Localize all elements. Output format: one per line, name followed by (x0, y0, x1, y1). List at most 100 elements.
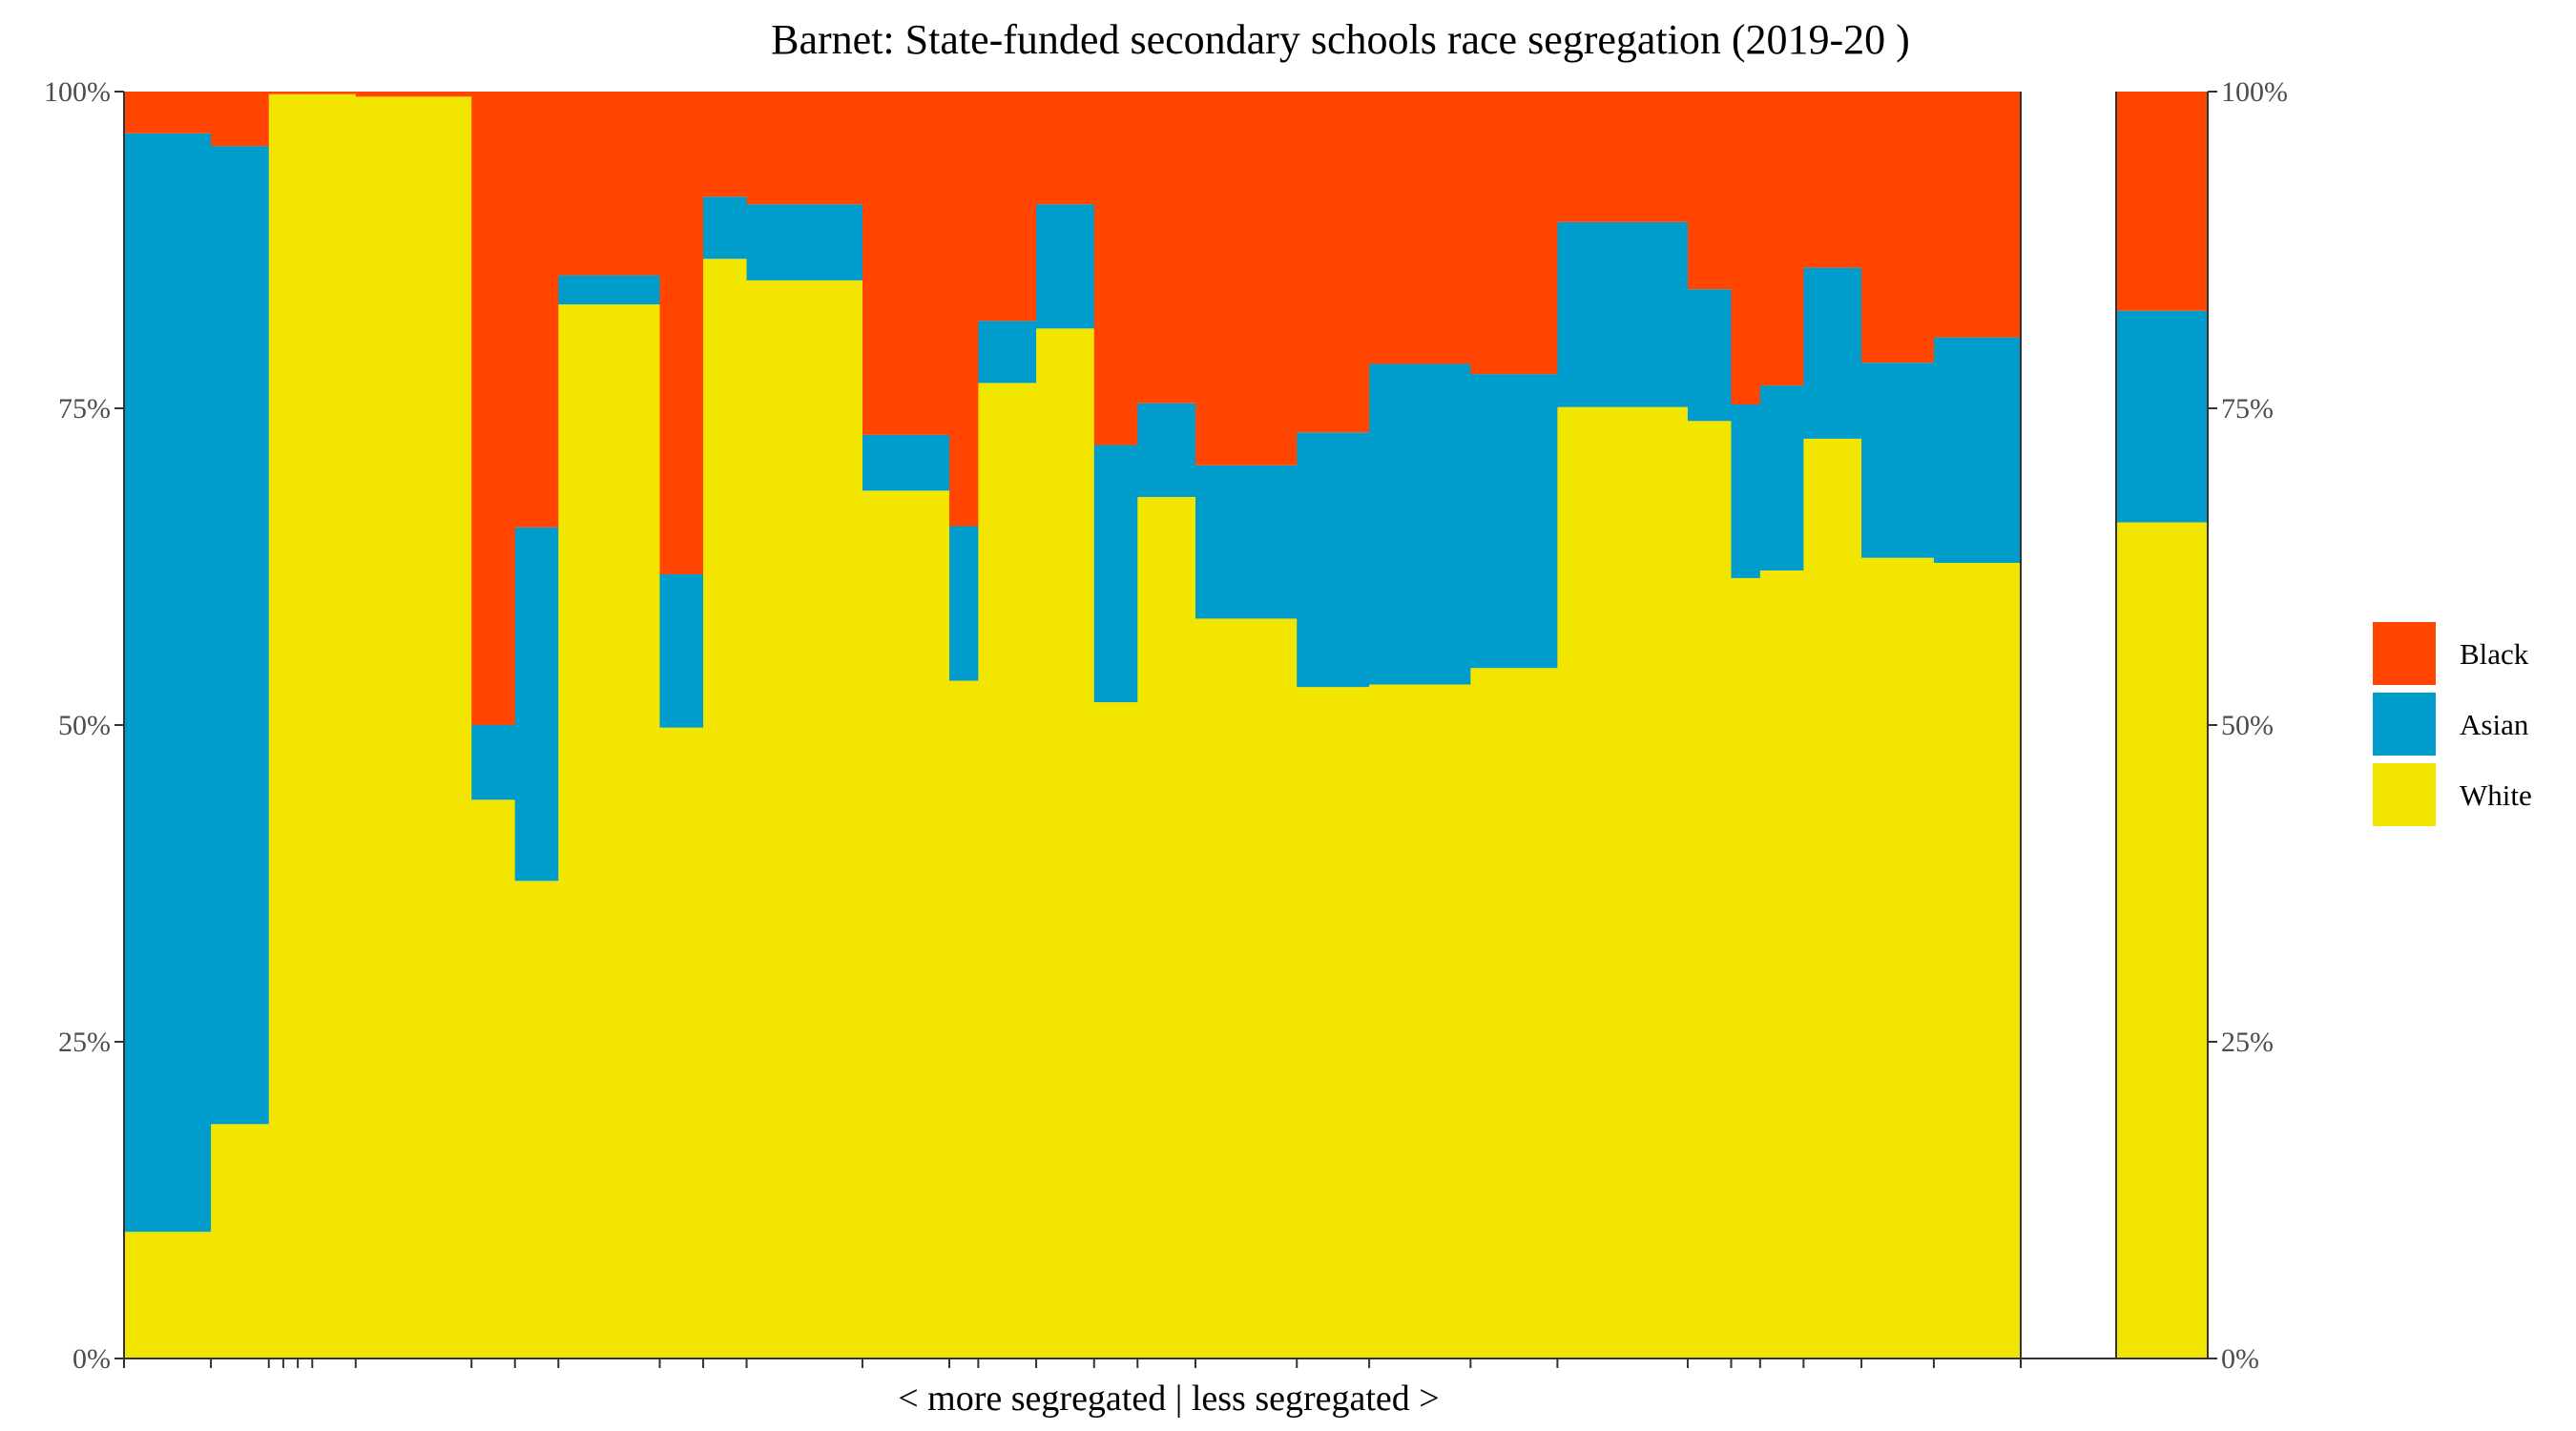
bar-asian-26 (1731, 404, 1761, 578)
bar-white-13 (746, 280, 863, 1358)
bar-white-27 (1759, 570, 1804, 1358)
legend-swatch-asian (2373, 693, 2436, 756)
bar-white-10 (558, 304, 661, 1358)
overall-white (2116, 522, 2208, 1358)
bar-black-28 (1803, 92, 1862, 268)
bar-asian-11 (659, 573, 704, 728)
bar-white-8 (471, 799, 516, 1358)
bar-white-4 (282, 93, 299, 1358)
bar-white-21 (1297, 687, 1370, 1358)
bar-black-12 (703, 92, 748, 197)
y-tick-label-right: 100% (2221, 76, 2288, 108)
bar-asian-9 (514, 527, 559, 881)
chart-title: Barnet: State-funded secondary schools r… (771, 16, 1910, 63)
bar-white-17 (1036, 328, 1095, 1359)
x-axis-label: < more segregated | less segregated > (898, 1379, 1439, 1419)
bar-black-11 (659, 92, 704, 574)
bar-black-26 (1731, 92, 1761, 405)
bar-black-1 (124, 92, 212, 134)
bar-black-27 (1759, 92, 1804, 386)
bar-black-2 (211, 92, 270, 147)
y-tick-label-left: 75% (58, 393, 111, 425)
bar-white-22 (1369, 684, 1471, 1358)
legend: Black Asian White (2373, 622, 2532, 826)
bar-asian-12 (703, 197, 748, 259)
bar-black-17 (1036, 92, 1095, 205)
bar-black-3 (268, 92, 284, 94)
x-axis-ticks (123, 1358, 2022, 1368)
legend-label-black: Black (2460, 637, 2529, 671)
bar-black-24 (1557, 92, 1689, 222)
y-tick-label-left: 100% (44, 76, 111, 108)
bar-asian-22 (1369, 363, 1471, 685)
bar-black-22 (1369, 92, 1471, 364)
y-tick-label-right: 25% (2221, 1027, 2274, 1058)
bar-white-1 (124, 1232, 212, 1358)
y-tick-label-right: 75% (2221, 393, 2274, 425)
y-tick-label-right: 0% (2221, 1343, 2259, 1375)
bar-white-5 (298, 93, 313, 1358)
bar-white-19 (1137, 496, 1196, 1358)
bar-asian-25 (1687, 289, 1733, 422)
bar-black-5 (298, 92, 313, 94)
bar-asian-23 (1470, 374, 1558, 669)
bar-asian-20 (1195, 465, 1298, 619)
y-tick-label-left: 25% (58, 1027, 111, 1058)
bar-white-24 (1557, 406, 1689, 1358)
bar-white-25 (1687, 421, 1733, 1358)
legend-label-asian: Asian (2460, 708, 2529, 741)
bar-white-6 (312, 93, 357, 1358)
bar-white-18 (1093, 702, 1138, 1358)
bar-white-29 (1861, 557, 1935, 1358)
bar-black-4 (282, 92, 299, 94)
legend-label-white: White (2460, 778, 2532, 812)
legend-swatch-black (2373, 622, 2436, 685)
school-bars (124, 92, 2022, 1359)
bar-black-29 (1861, 92, 1935, 363)
bar-asian-30 (1933, 337, 2022, 564)
bar-black-9 (514, 92, 559, 528)
y-tick-label-left: 0% (73, 1343, 111, 1375)
bar-black-16 (978, 92, 1037, 321)
bar-white-2 (211, 1124, 270, 1358)
bar-asian-10 (558, 275, 661, 305)
bar-asian-14 (862, 434, 950, 491)
bar-asian-15 (949, 526, 979, 681)
bar-white-28 (1803, 438, 1862, 1358)
bar-white-7 (355, 96, 472, 1358)
legend-swatch-white (2373, 763, 2436, 826)
bar-white-12 (703, 259, 748, 1358)
bar-black-6 (312, 92, 357, 94)
bar-asian-16 (978, 321, 1037, 384)
bar-white-15 (949, 680, 979, 1358)
bar-asian-1 (124, 133, 212, 1233)
bar-asian-24 (1557, 221, 1689, 407)
y-axis-left: 0% 25% 50% 75% 100% (44, 76, 124, 1375)
bar-white-26 (1731, 577, 1761, 1358)
bar-white-23 (1470, 668, 1558, 1358)
bar-asian-21 (1297, 432, 1370, 688)
bar-white-3 (268, 93, 284, 1358)
y-tick-label-left: 50% (58, 710, 111, 741)
overall-asian (2116, 310, 2208, 523)
bar-black-14 (862, 92, 950, 435)
bar-asian-17 (1036, 204, 1095, 329)
bar-asian-27 (1759, 385, 1804, 570)
bar-black-30 (1933, 92, 2022, 338)
bar-white-11 (659, 727, 704, 1358)
bar-white-30 (1933, 563, 2022, 1358)
bar-white-14 (862, 490, 950, 1358)
bar-black-18 (1093, 92, 1138, 446)
bar-white-16 (978, 383, 1037, 1358)
bar-black-25 (1687, 92, 1733, 290)
bar-white-9 (514, 881, 559, 1358)
bar-black-20 (1195, 92, 1298, 466)
bar-asian-28 (1803, 267, 1862, 439)
bar-black-19 (1137, 92, 1196, 404)
bar-white-20 (1195, 618, 1298, 1358)
bar-asian-2 (211, 146, 270, 1125)
bar-black-23 (1470, 92, 1558, 375)
bar-black-8 (471, 92, 516, 725)
bar-black-13 (746, 92, 863, 205)
